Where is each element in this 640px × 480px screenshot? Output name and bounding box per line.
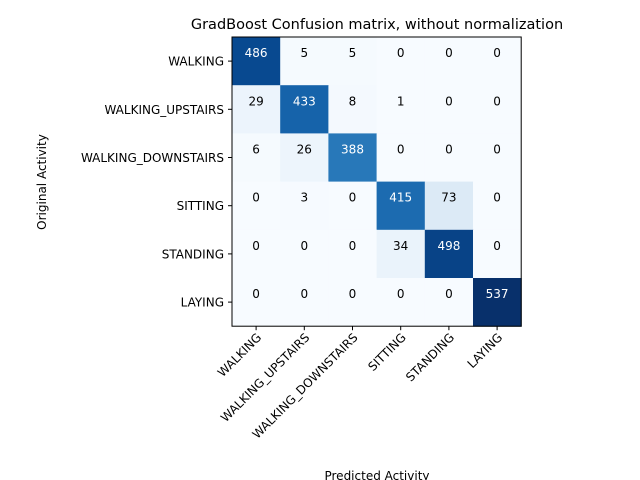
heatmap-cell [232,37,281,86]
y-tick-label: WALKING [168,55,224,69]
heatmap-cell [473,278,522,327]
cell-value-label: 498 [437,239,460,253]
y-tick-label: SITTING [177,199,224,213]
heatmap-cells [232,37,522,327]
x-tick-label: STANDING [403,330,457,384]
heatmap-cell [328,37,378,86]
heatmap-cell [376,85,426,134]
heatmap-cell [473,229,522,279]
cell-value-label: 0 [397,46,405,60]
x-tick-label: LAYING [465,330,506,371]
heatmap-cell [280,229,329,279]
cell-value-label: 537 [486,287,509,301]
cell-value-label: 6 [252,143,260,157]
heatmap-cell [280,181,329,231]
heatmap-cell-labels: 486 5 5 0 0 0 29 433 8 1 0 0 6 26 388 0 0 0 0 3 0 415 73 0 0 0 0 34… [245,46,509,301]
y-tick-label: WALKING_UPSTAIRS [104,103,224,117]
heatmap-cell [424,85,474,134]
heatmap-cell [280,85,329,134]
chart-title: GradBoost Confusion matrix, without norm… [191,17,563,33]
heatmap-cell [473,37,522,86]
heatmap-cell [473,85,522,134]
y-axis-label: Original Activity [35,134,49,230]
heatmap-cell [424,133,474,183]
heatmap-cell [328,133,378,183]
x-tick-label: WALKING [215,330,264,379]
cell-value-label: 486 [245,46,268,60]
cell-value-label: 433 [293,94,316,108]
heatmap-cell [232,181,281,231]
heatmap-cell [328,181,378,231]
heatmap-cell [473,181,522,231]
cell-value-label: 0 [252,191,260,205]
heatmap-cell [473,133,522,183]
cell-value-label: 3 [300,191,308,205]
heatmap-cell [376,133,426,183]
cell-value-label: 0 [445,94,453,108]
y-tick-label: STANDING [162,247,224,261]
heatmap-cell [232,278,281,327]
heatmap-cell [280,133,329,183]
cell-value-label: 0 [445,143,453,157]
heatmap-cell [232,229,281,279]
y-axis-ticks: WALKING WALKING_UPSTAIRS WALKING_DOWNSTAIR… [81,55,232,310]
cell-value-label: 0 [300,239,308,253]
heatmap-cell [280,278,329,327]
cell-value-label: 26 [297,143,312,157]
heatmap-cell [232,133,281,183]
y-tick-label: LAYING [181,296,224,310]
cell-value-label: 0 [349,287,357,301]
x-tick-label: WALKING_UPSTAIRS [218,330,312,424]
cell-value-label: 8 [349,94,357,108]
cell-value-label: 5 [300,46,308,60]
x-axis-ticks: WALKINGWALKING_UPSTAIRSWALKING_DOWNSTAIR… [215,326,505,441]
cell-value-label: 0 [493,94,501,108]
heatmap-cell [328,85,378,134]
cell-value-label: 0 [445,46,453,60]
cell-value-label: 0 [493,143,501,157]
heatmap-cell [328,278,378,327]
x-tick-label: SITTING [365,330,408,373]
cell-value-label: 73 [441,191,456,205]
heatmap-cell [376,229,426,279]
cell-value-label: 0 [397,143,405,157]
y-tick-label: WALKING_DOWNSTAIRS [81,151,224,165]
x-axis-label: Predicted Activity [324,469,429,480]
cell-value-label: 5 [349,46,357,60]
cell-value-label: 0 [252,239,260,253]
heatmap-cell [424,278,474,327]
heatmap-cell [232,85,281,134]
cell-value-label: 0 [493,46,501,60]
heatmap-cell [280,37,329,86]
cell-value-label: 29 [248,94,263,108]
plot-frame [231,36,522,327]
cell-value-label: 0 [397,287,405,301]
cell-value-label: 388 [341,143,364,157]
cell-value-label: 0 [300,287,308,301]
cell-value-label: 0 [252,287,260,301]
cell-value-label: 0 [445,287,453,301]
cell-value-label: 0 [349,191,357,205]
heatmap-cell [424,37,474,86]
cell-value-label: 34 [393,239,408,253]
cell-value-label: 0 [349,239,357,253]
heatmap-cell [376,181,426,231]
heatmap-cell [424,229,474,279]
heatmap-cell [328,229,378,279]
cell-value-label: 0 [493,239,501,253]
heatmap-cell [424,181,474,231]
heatmap-cell [376,37,426,86]
cell-value-label: 1 [397,94,405,108]
heatmap-cell [376,278,426,327]
cell-value-label: 415 [389,191,412,205]
cell-value-label: 0 [493,191,501,205]
